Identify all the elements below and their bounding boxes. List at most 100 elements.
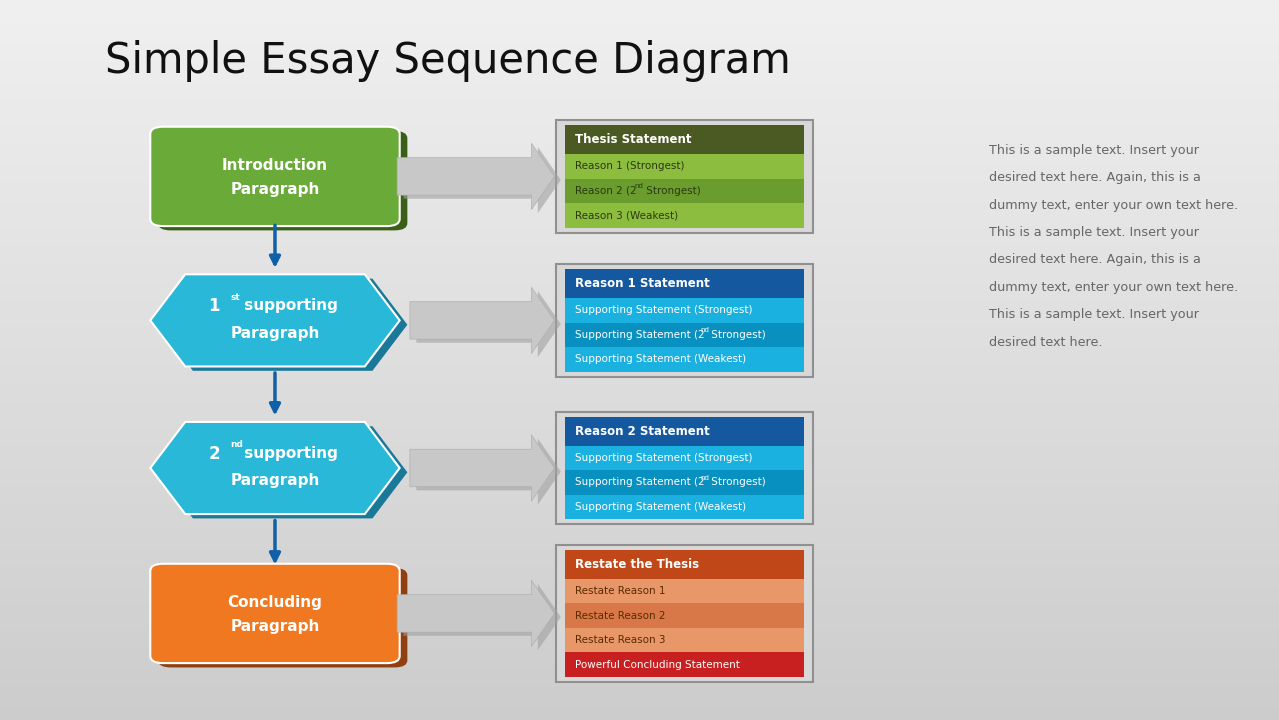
Text: Paragraph: Paragraph [230,474,320,488]
Bar [0,418,1279,423]
FancyBboxPatch shape [565,298,804,323]
Bar [0,9,1279,14]
Bar [0,307,1279,312]
FancyBboxPatch shape [565,179,804,203]
Text: dummy text, enter your own text here.: dummy text, enter your own text here. [989,199,1238,212]
Polygon shape [396,143,555,210]
Bar [0,130,1279,135]
Bar [0,149,1279,153]
Bar [0,706,1279,711]
Bar [0,163,1279,168]
Bar [0,0,1279,5]
Bar [0,585,1279,590]
Bar [0,490,1279,495]
Polygon shape [417,291,560,357]
FancyBboxPatch shape [159,568,407,667]
Bar [0,461,1279,466]
Polygon shape [396,580,555,647]
FancyBboxPatch shape [565,495,804,519]
Bar [0,639,1279,643]
Bar [0,610,1279,614]
Bar [0,595,1279,600]
Text: This is a sample text. Insert your: This is a sample text. Insert your [989,144,1198,157]
Bar [0,297,1279,302]
FancyBboxPatch shape [565,269,804,298]
Bar [0,202,1279,207]
Polygon shape [409,287,555,354]
Bar [0,144,1279,149]
Bar [0,677,1279,682]
Bar [0,67,1279,72]
Text: Strongest): Strongest) [709,330,766,340]
Bar [0,274,1279,279]
Polygon shape [404,147,560,213]
Text: Reason 3 (Weakest): Reason 3 (Weakest) [576,210,678,220]
Bar [0,624,1279,629]
Bar [0,245,1279,250]
Bar [0,101,1279,106]
Bar [0,614,1279,619]
Bar [0,293,1279,297]
Text: Restate Reason 3: Restate Reason 3 [576,635,665,645]
Bar [0,466,1279,470]
Bar [0,351,1279,355]
Bar [0,322,1279,326]
FancyBboxPatch shape [151,564,399,663]
Bar [0,326,1279,331]
Text: Strongest): Strongest) [643,186,701,196]
Bar [0,513,1279,518]
Bar [0,346,1279,351]
Text: nd: nd [700,475,709,481]
Text: Supporting Statement (Weakest): Supporting Statement (Weakest) [576,354,746,364]
Bar [0,662,1279,667]
Bar [0,509,1279,513]
Bar [0,317,1279,322]
Bar [0,43,1279,48]
Bar [0,629,1279,634]
Text: desired text here. Again, this is a: desired text here. Again, this is a [989,171,1201,184]
Bar [0,5,1279,9]
Bar [0,495,1279,499]
Bar [0,533,1279,538]
Bar [0,312,1279,317]
FancyBboxPatch shape [565,603,804,628]
Bar [0,192,1279,197]
Bar [0,657,1279,662]
Text: nd: nd [634,184,643,189]
Text: Paragraph: Paragraph [230,619,320,634]
Bar [0,19,1279,24]
Bar [0,403,1279,408]
Bar [0,667,1279,672]
Text: Simple Essay Sequence Diagram: Simple Essay Sequence Diagram [105,40,790,81]
Bar [0,643,1279,648]
Bar [0,331,1279,336]
FancyBboxPatch shape [565,628,804,652]
Bar [0,91,1279,96]
Text: desired text here.: desired text here. [989,336,1102,348]
Bar [0,715,1279,720]
Bar [0,437,1279,441]
Bar [0,197,1279,202]
FancyBboxPatch shape [565,579,804,603]
Bar [0,581,1279,585]
Text: Supporting Statement (2: Supporting Statement (2 [576,330,705,340]
Bar [0,158,1279,163]
Bar [0,369,1279,374]
Bar [0,413,1279,418]
Text: Restate the Thesis: Restate the Thesis [576,558,700,571]
Bar [0,302,1279,307]
Bar [0,254,1279,259]
Bar [0,34,1279,38]
Bar [0,523,1279,528]
Bar [0,567,1279,571]
Bar [0,63,1279,67]
Bar [0,115,1279,120]
Bar [0,441,1279,446]
Bar [0,456,1279,461]
Text: nd: nd [230,441,243,449]
Text: Reason 1 (Strongest): Reason 1 (Strongest) [576,161,684,171]
Bar [0,135,1279,139]
Polygon shape [409,435,555,501]
Bar [0,648,1279,653]
Text: Introduction: Introduction [223,158,327,173]
